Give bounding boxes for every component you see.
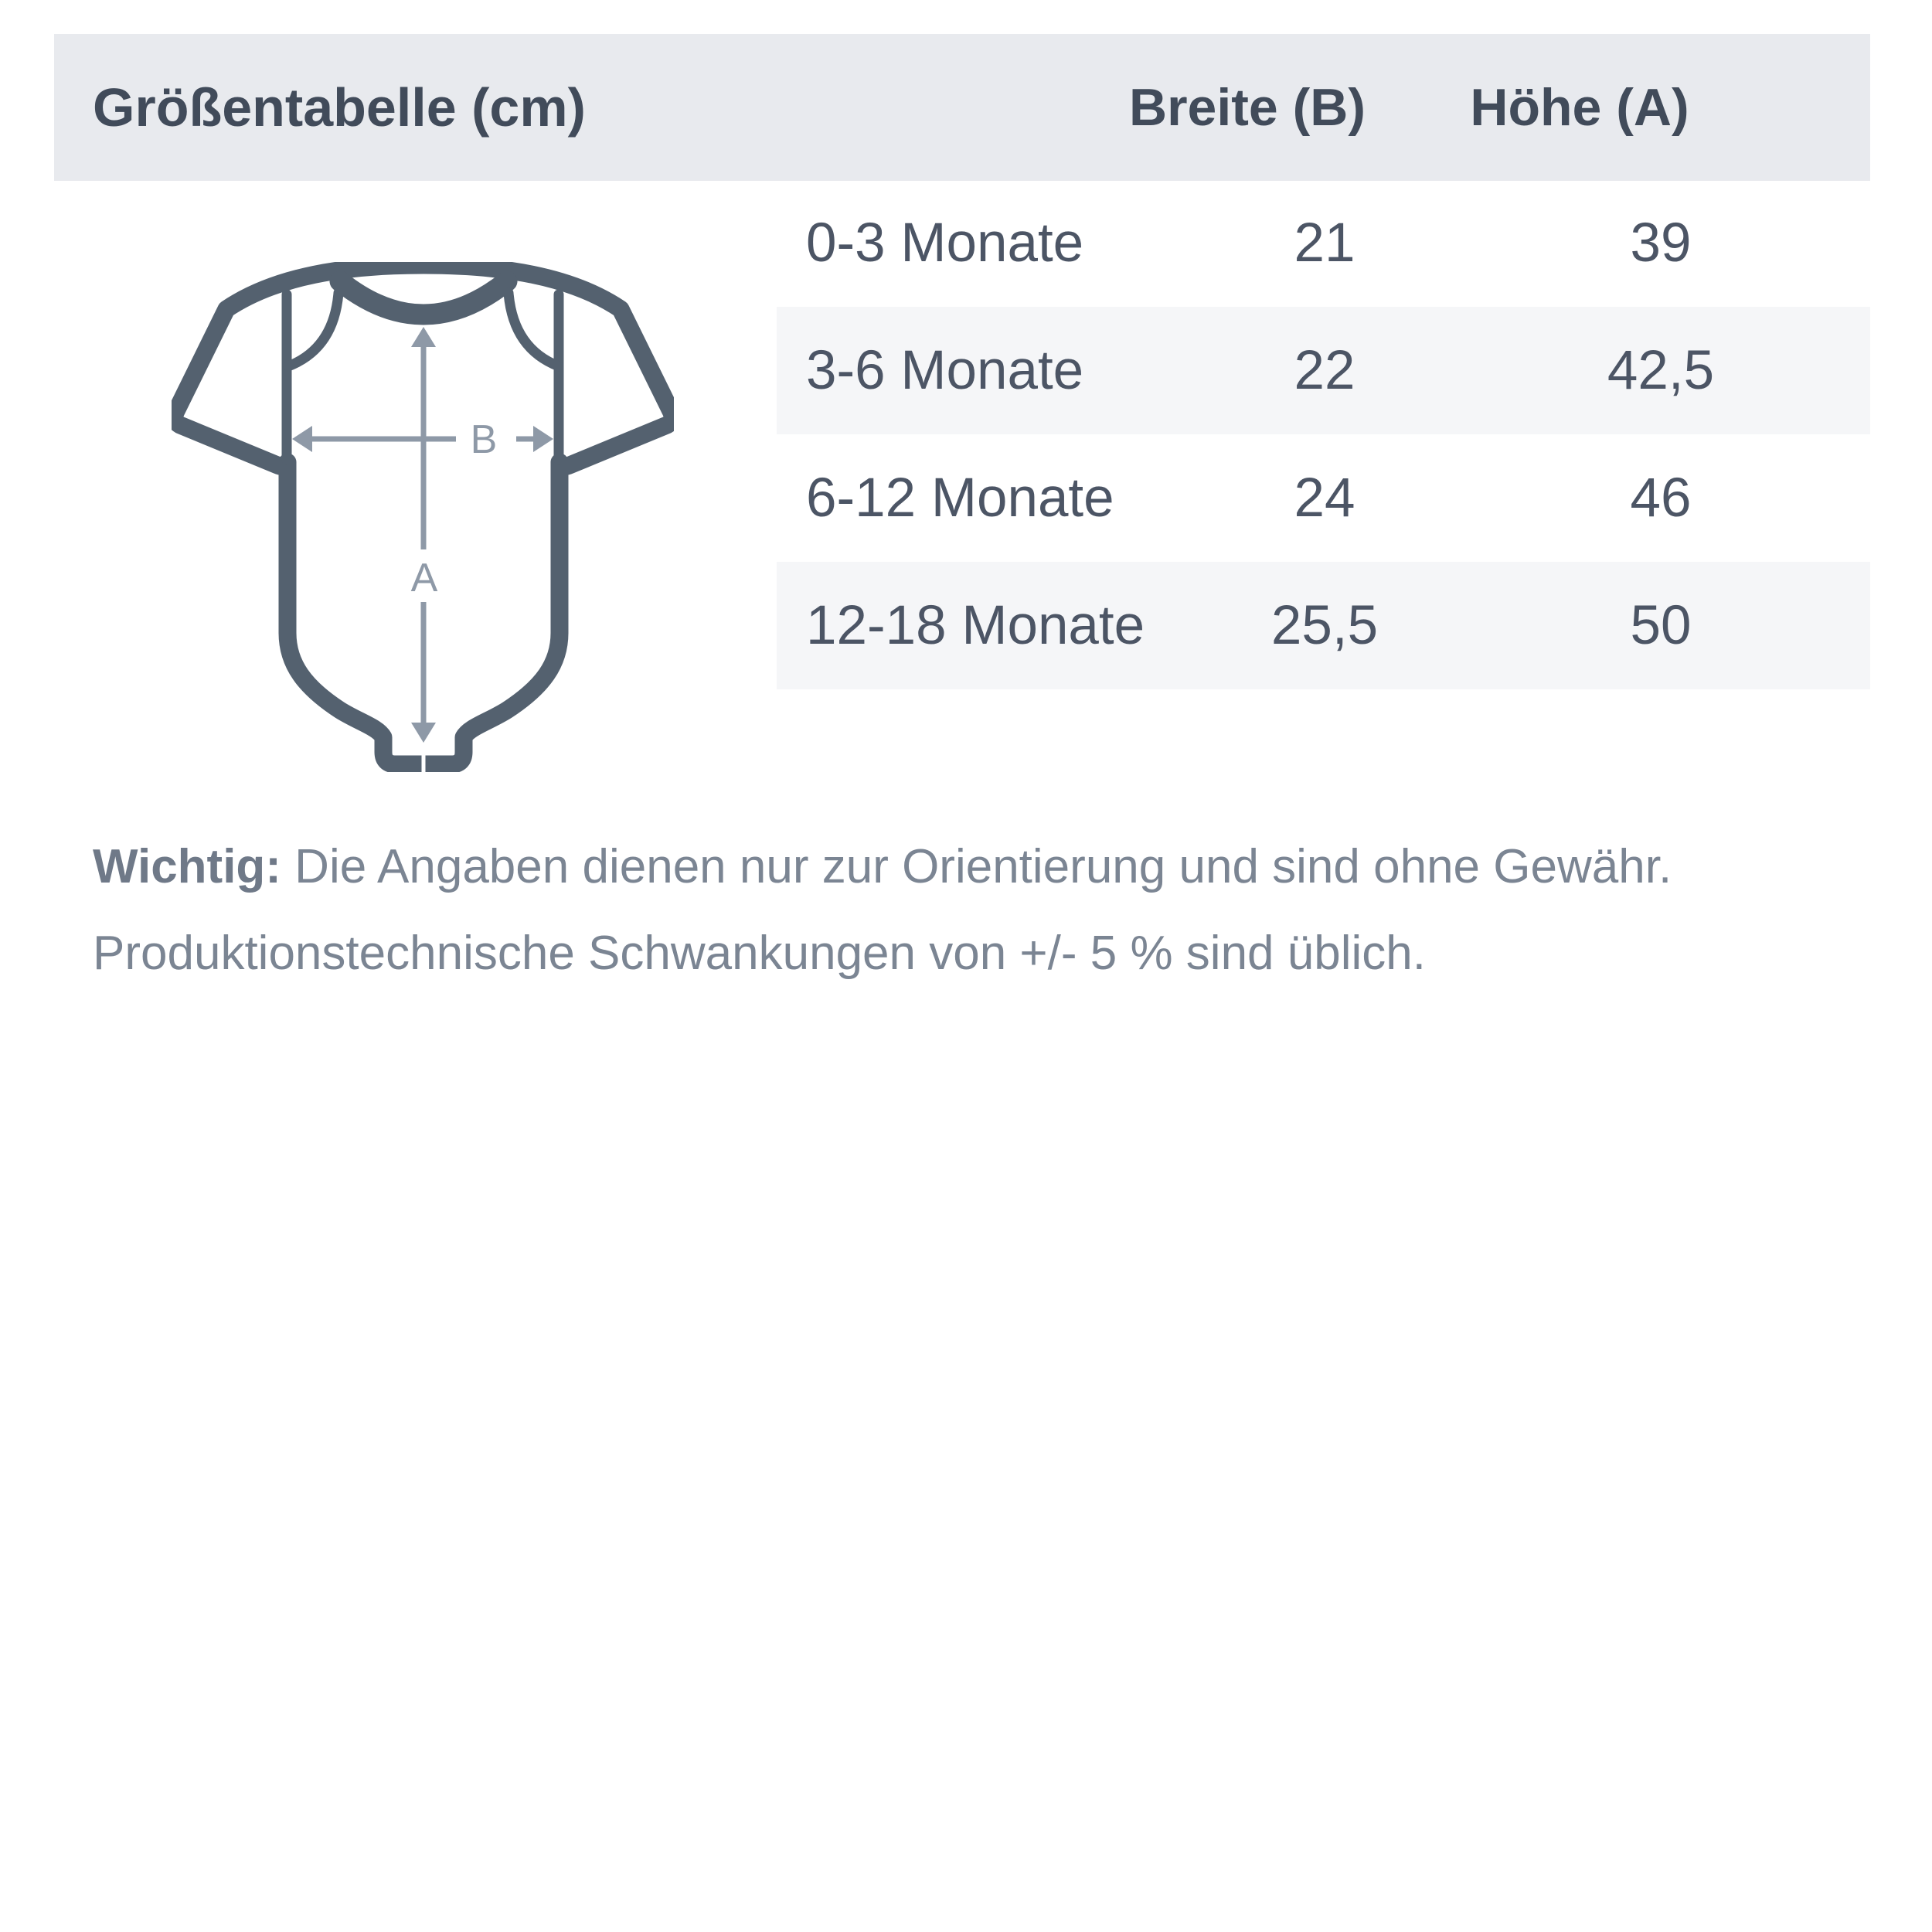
row-breite-value: 21 <box>1294 213 1355 274</box>
table-row: 3-6 Monate 22 42,5 <box>777 307 1870 434</box>
left-shoulder-curve <box>283 287 344 372</box>
height-arrow-a: A <box>411 327 438 743</box>
page-title: Größentabelle (cm) <box>93 77 586 138</box>
row-hoehe-value: 50 <box>1630 595 1692 656</box>
width-arrow-b: B <box>292 417 553 462</box>
table-row: 0-3 Monate 21 39 <box>777 179 1870 307</box>
height-label-a: A <box>411 556 438 600</box>
note-line-2: Produktionstechnische Schwankungen von +… <box>93 927 1426 980</box>
note-bold-label: Wichtig: <box>93 840 281 893</box>
column-header-hoehe: Höhe (A) <box>1470 78 1689 137</box>
row-breite-value: 25,5 <box>1270 595 1379 656</box>
row-breite-value: 24 <box>1294 468 1355 529</box>
table-row: 6-12 Monate 24 46 <box>777 434 1870 562</box>
row-label: 3-6 Monate <box>806 340 1084 401</box>
row-hoehe-value: 39 <box>1630 213 1692 274</box>
size-table: 0-3 Monate 21 39 3-6 Monate 22 42,5 6-12… <box>777 179 1870 689</box>
row-label: 0-3 Monate <box>806 213 1084 274</box>
row-hoehe-value: 42,5 <box>1607 340 1715 401</box>
row-hoehe-value: 46 <box>1630 468 1692 529</box>
collar-band <box>329 270 518 325</box>
important-note: Wichtig: Die Angaben dienen nur zur Orie… <box>93 824 1870 997</box>
row-label: 12-18 Monate <box>806 595 1145 656</box>
row-breite-value: 22 <box>1294 340 1355 401</box>
row-label: 6-12 Monate <box>806 468 1114 529</box>
arrow-right-icon <box>533 426 553 452</box>
note-line-1: Wichtig: Die Angaben dienen nur zur Orie… <box>93 824 1870 910</box>
column-header-breite: Breite (B) <box>1128 78 1366 137</box>
arrow-left-icon <box>292 426 312 452</box>
table-row: 12-18 Monate 25,5 50 <box>777 562 1870 689</box>
baby-bodysuit-measurement-icon: A B <box>172 262 674 772</box>
note-line1-text: Die Angaben dienen nur zur Orientierung … <box>281 840 1672 893</box>
width-label-b: B <box>471 417 498 462</box>
arrow-up-icon <box>411 327 436 347</box>
right-shoulder-curve <box>503 287 564 372</box>
table-header-bar: Größentabelle (cm) Breite (B) Höhe (A) <box>54 34 1870 181</box>
arrow-down-icon <box>411 723 436 743</box>
